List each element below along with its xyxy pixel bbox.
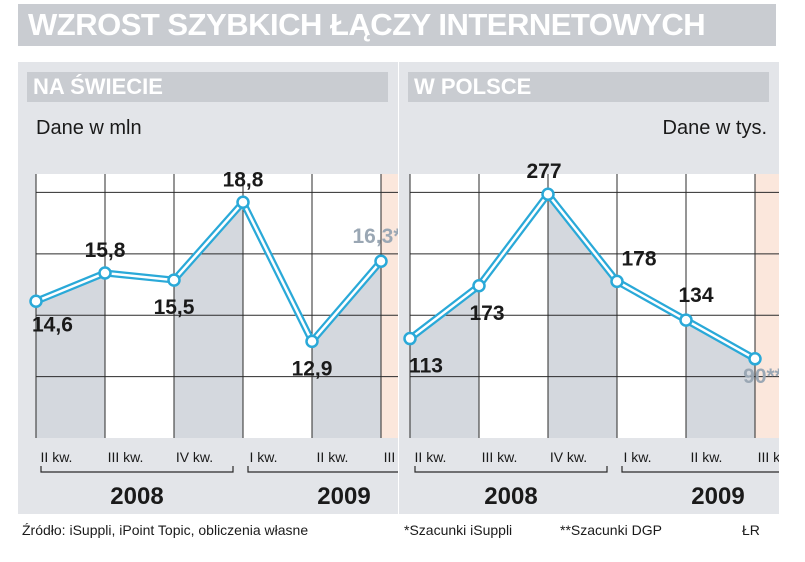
title-bar: WZROST SZYBKICH ŁĄCZY INTERNETOWYCH bbox=[18, 4, 776, 46]
chart2-tick-label-5: II kw. bbox=[691, 449, 723, 465]
panel-world-title: NA ŚWIECIE bbox=[33, 74, 163, 99]
chart1-tick-label-2: III kw. bbox=[108, 449, 144, 465]
chart1-year-label-2: 2009 bbox=[317, 483, 370, 510]
panel-poland-title: W POLSCE bbox=[414, 74, 532, 99]
chart-world: 14,6 15,8 15,5 18,8 12,9 16,3* Dane w mln II kw… bbox=[29, 117, 398, 510]
panel-poland: W POLSCE 113 173 277 178 134 90** Dane w tys. I… bbox=[399, 62, 779, 514]
chart1-point-3 bbox=[167, 273, 181, 287]
chart2-area-above-line bbox=[410, 174, 755, 359]
chart1-data-label-1: 14,6 bbox=[32, 313, 73, 336]
chart1-gridlines bbox=[35, 174, 398, 438]
chart2-data-label-6: 90** bbox=[743, 365, 779, 388]
footer-note-isuppli: *Szacunki iSuppli bbox=[404, 522, 513, 538]
chart1-year-bracket-2 bbox=[247, 466, 398, 473]
chart2-year-bracket-2 bbox=[621, 466, 779, 473]
chart1-unit-note: Dane w mln bbox=[36, 117, 142, 139]
chart-poland: 113 173 277 178 134 90** Dane w tys. II kw. III … bbox=[403, 117, 779, 510]
chart2-year-label-2: 2009 bbox=[691, 483, 744, 510]
chart1-point-6 bbox=[374, 254, 388, 268]
page-title: WZROST SZYBKICH ŁĄCZY INTERNETOWYCH bbox=[28, 7, 706, 42]
chart1-data-label-2: 15,8 bbox=[85, 239, 126, 262]
chart1-data-label-6: 16,3* bbox=[352, 225, 398, 248]
chart2-tick-label-1: II kw. bbox=[415, 449, 447, 465]
chart2-point-5 bbox=[679, 313, 693, 327]
chart2-point-3 bbox=[541, 187, 555, 201]
chart2-data-label-5: 134 bbox=[678, 284, 713, 307]
chart1-data-label-5: 12,9 bbox=[292, 357, 333, 380]
chart2-point-6 bbox=[748, 352, 762, 366]
chart1-year-label-1: 2008 bbox=[110, 483, 163, 510]
panel-world-header: NA ŚWIECIE bbox=[27, 72, 388, 102]
footer-source: Źródło: iSuppli, iPoint Topic, obliczeni… bbox=[22, 522, 309, 538]
chart1-data-label-4: 18,8 bbox=[223, 168, 264, 191]
panel-world: NA ŚWIECIE 14,6 15,8 15,5 18,8 12,9 16,3* Dane… bbox=[18, 62, 398, 514]
chart2-gridlines bbox=[409, 174, 779, 438]
footer-author: ŁR bbox=[742, 522, 760, 538]
chart1-tick-label-3: IV kw. bbox=[176, 449, 213, 465]
chart2-data-label-1: 113 bbox=[409, 355, 443, 378]
chart2-year-label-1: 2008 bbox=[484, 483, 537, 510]
footer-note-dgp: **Szacunki DGP bbox=[560, 522, 662, 538]
chart1-point-4 bbox=[236, 195, 250, 210]
chart2-band-6 bbox=[755, 174, 779, 438]
chart1-series-line-inner bbox=[35, 201, 382, 343]
chart1-point-5 bbox=[305, 334, 319, 349]
chart1-data-label-3: 15,5 bbox=[154, 296, 195, 319]
chart2-tick-label-3: IV kw. bbox=[550, 449, 587, 465]
chart1-point-1 bbox=[29, 294, 43, 309]
chart2-data-label-2: 173 bbox=[469, 302, 504, 325]
chart2-year-bracket-1 bbox=[414, 466, 608, 473]
chart1-tick-label-4: I kw. bbox=[249, 449, 277, 465]
chart2-series-line-inner bbox=[409, 192, 756, 360]
chart2-tick-label-2: III kw. bbox=[482, 449, 518, 465]
chart2-point-2 bbox=[472, 279, 486, 293]
chart2-point-4 bbox=[610, 274, 624, 289]
chart2-tick-label-6: III kw. bbox=[758, 449, 779, 465]
panel-poland-header: W POLSCE bbox=[408, 72, 769, 102]
chart2-data-label-3: 277 bbox=[526, 160, 561, 183]
chart2-tick-label-4: I kw. bbox=[623, 449, 651, 465]
chart2-unit-note: Dane w tys. bbox=[663, 117, 767, 139]
chart1-year-bracket-1 bbox=[40, 466, 234, 473]
chart1-tick-label-5: II kw. bbox=[317, 449, 349, 465]
chart1-point-2 bbox=[98, 266, 112, 280]
chart2-point-1 bbox=[403, 331, 417, 346]
chart2-data-label-4: 178 bbox=[621, 247, 656, 270]
chart1-band-6 bbox=[381, 174, 398, 438]
chart1-tick-label-1: II kw. bbox=[41, 449, 73, 465]
chart1-tick-label-6: III kw. bbox=[384, 449, 398, 465]
